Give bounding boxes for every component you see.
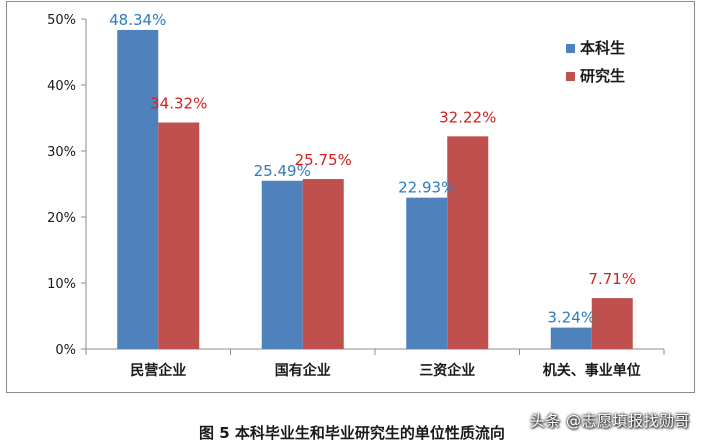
bar [158,122,200,349]
data-label: 34.32% [150,94,207,112]
legend-swatch [566,44,575,53]
data-label: 3.24% [547,309,595,327]
bar [302,179,344,349]
data-label: 25.75% [295,151,352,169]
bar [406,197,448,349]
bars-layer [117,29,633,350]
legend-swatch [566,72,575,81]
legend-label: 研究生 [580,67,625,85]
data-label: 48.34% [109,11,166,29]
x-tick-label: 国有企业 [275,362,331,379]
data-label: 32.22% [439,108,496,126]
y-tick-label: 0% [55,343,76,358]
watermark: 头条 @志愿填报找勋哥 [529,412,690,430]
bar [447,136,489,349]
bar [117,29,159,350]
y-tick-label: 20% [47,211,76,226]
y-tick-label: 50% [47,13,76,28]
bar [591,298,633,349]
x-tick-label: 民营企业 [130,362,186,379]
x-tick-label: 三资企业 [419,362,475,379]
data-label: 22.93% [398,179,455,197]
y-tick-label: 40% [47,79,76,94]
data-labels-layer: 48.34% 25.49% 22.93% 3.24% 34.32% 25.75% 32.22… [109,11,636,327]
data-label: 25.49% [254,162,311,180]
figure-caption: 图 5 本科毕业生和毕业研究生的单位性质流向 [199,424,505,442]
y-tick-label: 10% [47,277,76,292]
legend-label: 本科生 [580,39,625,57]
y-tick-label: 30% [47,145,76,160]
bar [261,180,303,349]
data-label: 7.71% [588,270,636,288]
x-tick-label: 机关、事业单位 [543,362,641,379]
bar [550,327,592,349]
